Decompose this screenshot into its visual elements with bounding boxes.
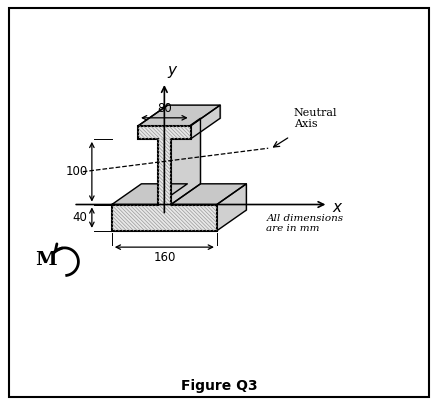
Polygon shape: [191, 105, 220, 139]
Polygon shape: [141, 105, 246, 210]
Polygon shape: [112, 184, 187, 205]
Text: 40: 40: [73, 211, 88, 224]
Text: All dimensions
are in mm: All dimensions are in mm: [266, 213, 343, 233]
Text: y: y: [167, 64, 176, 79]
Text: 160: 160: [153, 251, 176, 264]
Polygon shape: [171, 118, 201, 205]
Polygon shape: [138, 105, 220, 126]
Polygon shape: [112, 126, 217, 231]
Text: M: M: [35, 251, 57, 269]
Text: 80: 80: [157, 102, 172, 115]
Polygon shape: [171, 184, 246, 205]
Text: x: x: [332, 200, 341, 215]
Text: Neutral
Axis: Neutral Axis: [294, 108, 337, 129]
Polygon shape: [217, 184, 246, 231]
Text: Figure Q3: Figure Q3: [181, 379, 257, 393]
Text: 100: 100: [65, 165, 88, 178]
